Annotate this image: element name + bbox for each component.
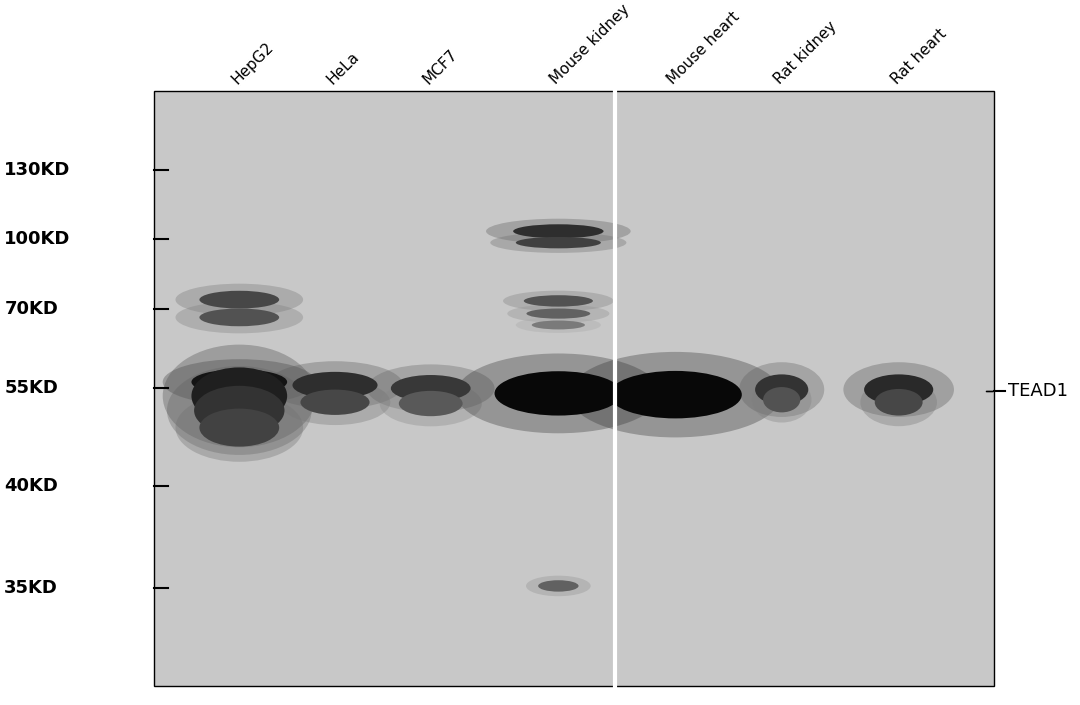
Text: 130KD: 130KD xyxy=(4,161,70,179)
Text: HeLa: HeLa xyxy=(324,49,363,87)
Ellipse shape xyxy=(524,295,593,307)
Ellipse shape xyxy=(175,302,303,333)
Ellipse shape xyxy=(609,371,742,418)
Ellipse shape xyxy=(280,379,390,425)
Text: MCF7: MCF7 xyxy=(420,47,460,87)
Ellipse shape xyxy=(293,372,378,398)
Ellipse shape xyxy=(399,391,462,416)
Ellipse shape xyxy=(503,290,613,311)
Text: 40KD: 40KD xyxy=(4,477,58,496)
Bar xyxy=(154,91,995,686)
Ellipse shape xyxy=(764,387,800,412)
Text: HepG2: HepG2 xyxy=(229,40,276,87)
Ellipse shape xyxy=(569,352,782,437)
Ellipse shape xyxy=(875,389,922,415)
Ellipse shape xyxy=(495,372,622,415)
Ellipse shape xyxy=(531,321,585,329)
Ellipse shape xyxy=(200,290,279,309)
Text: TEAD1: TEAD1 xyxy=(1009,383,1068,400)
Text: Rat heart: Rat heart xyxy=(888,26,949,87)
Ellipse shape xyxy=(526,309,591,319)
Ellipse shape xyxy=(200,409,279,446)
Ellipse shape xyxy=(367,364,495,412)
Ellipse shape xyxy=(175,283,303,316)
Ellipse shape xyxy=(391,375,471,402)
Ellipse shape xyxy=(380,381,482,427)
Ellipse shape xyxy=(513,224,604,238)
Ellipse shape xyxy=(486,219,631,244)
Ellipse shape xyxy=(300,390,369,415)
Ellipse shape xyxy=(752,377,811,422)
Ellipse shape xyxy=(200,309,279,326)
Ellipse shape xyxy=(508,305,609,323)
Ellipse shape xyxy=(739,362,824,417)
Ellipse shape xyxy=(864,374,933,405)
Ellipse shape xyxy=(490,233,626,253)
Ellipse shape xyxy=(843,362,954,417)
Ellipse shape xyxy=(526,576,591,596)
Ellipse shape xyxy=(516,317,600,333)
Ellipse shape xyxy=(538,580,579,591)
Text: 100KD: 100KD xyxy=(4,231,70,248)
Text: 70KD: 70KD xyxy=(4,300,58,318)
Ellipse shape xyxy=(516,237,600,248)
Ellipse shape xyxy=(755,374,808,405)
Ellipse shape xyxy=(163,345,315,447)
Ellipse shape xyxy=(167,366,312,455)
Ellipse shape xyxy=(163,359,315,405)
Ellipse shape xyxy=(861,379,937,427)
Ellipse shape xyxy=(267,361,403,409)
Ellipse shape xyxy=(175,393,303,462)
Text: Rat kidney: Rat kidney xyxy=(771,19,839,87)
Ellipse shape xyxy=(456,353,661,434)
Text: Mouse kidney: Mouse kidney xyxy=(548,2,633,87)
Text: Mouse heart: Mouse heart xyxy=(664,9,743,87)
Ellipse shape xyxy=(191,367,287,424)
Text: 35KD: 35KD xyxy=(4,579,58,597)
Ellipse shape xyxy=(194,386,284,435)
Ellipse shape xyxy=(191,369,287,395)
Text: 55KD: 55KD xyxy=(4,379,58,398)
